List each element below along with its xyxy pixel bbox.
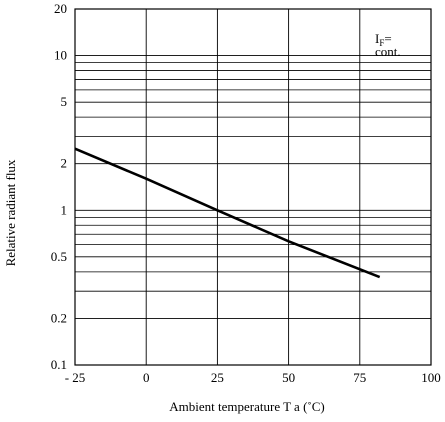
x-tick-label: - 25 — [65, 370, 86, 385]
y-tick-label: 0.1 — [51, 357, 67, 372]
y-tick-label: 10 — [54, 48, 67, 63]
y-tick-label: 0.2 — [51, 310, 67, 325]
annotation-condition: cont. — [375, 44, 401, 59]
current-condition-annotation: IF= cont. — [375, 31, 401, 59]
y-tick-label: 1 — [61, 202, 68, 217]
y-tick-label: 2 — [61, 156, 68, 171]
x-tick-label: 25 — [211, 370, 224, 385]
series-layer — [74, 147, 381, 279]
y-tick-label: 5 — [61, 94, 68, 109]
series-line — [74, 147, 381, 279]
annotation-symbol: I — [375, 31, 379, 46]
x-tick-label: 75 — [353, 370, 366, 385]
x-tick-labels: - 25 0 25 50 75 100 — [65, 370, 441, 385]
y-tick-label: 20 — [54, 1, 67, 16]
y-axis-label: Relative radiant flux — [3, 159, 18, 266]
y-tick-label: 0.5 — [51, 249, 67, 264]
x-tick-label: 100 — [421, 370, 441, 385]
x-tick-label: 50 — [282, 370, 295, 385]
y-tick-labels: 0.1 0.2 0.5 1 2 5 10 20 — [51, 1, 67, 372]
plot-area-frame — [74, 8, 432, 366]
x-axis-label: Ambient temperature T a (˚C) — [169, 399, 324, 414]
annotation-equals: = — [384, 31, 391, 46]
annotation-subscript: F — [379, 38, 384, 48]
svg-text:IF=: IF= — [375, 31, 392, 48]
x-tick-label: 0 — [143, 370, 150, 385]
